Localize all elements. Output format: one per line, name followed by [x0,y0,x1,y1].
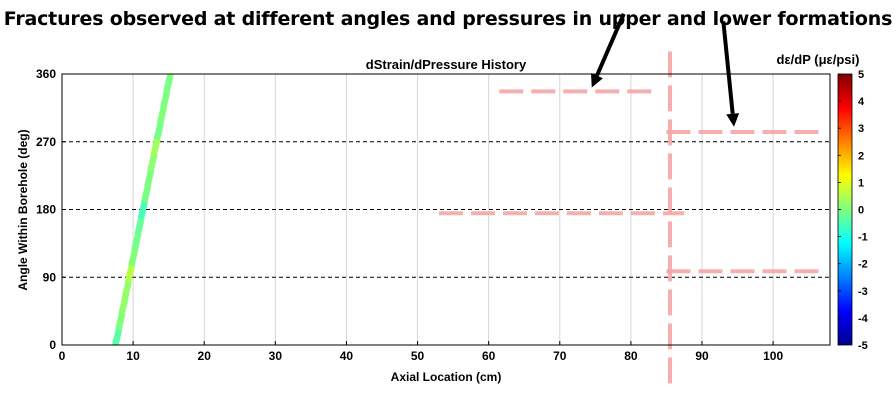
colorbar-tick-label: -1 [858,232,868,244]
strain-sample [131,232,142,251]
y-tick-label: 90 [43,270,57,284]
y-tick-label: 180 [36,203,56,217]
colorbar-tick-label: 3 [858,123,864,135]
colorbar-tick-label: 1 [858,177,864,189]
strain-sample [144,169,155,188]
strain-sample [115,312,126,330]
annotation-headline: Fractures observed at different angles a… [3,8,893,30]
x-tick-label: 0 [59,349,66,363]
x-tick-label: 40 [340,349,354,363]
strain-sample [118,296,129,315]
y-axis-label: Angle Within Borehole (deg) [16,129,30,290]
strain-sample [147,153,158,172]
x-tick-label: 100 [763,349,783,363]
x-tick-label: 10 [126,349,140,363]
x-tick-label: 20 [198,349,212,363]
strain-sample [112,327,123,345]
colorbar-tick-label: 5 [858,69,864,81]
strain-sample [160,90,171,109]
colorbar-tick-label: -2 [858,259,868,271]
x-axis-label: Axial Location (cm) [391,370,502,384]
y-tick-label: 360 [36,67,56,81]
colorbar-tick-label: 4 [858,96,865,108]
y-tick-label: 0 [49,338,56,352]
colorbar-tick-label: 0 [858,205,864,217]
colorbar-tick-label: -4 [858,313,869,325]
y-tick-label: 270 [36,135,56,149]
x-tick-label: 50 [411,349,425,363]
strain-sample [163,74,174,93]
strain-sample [156,106,168,125]
helix-segment [112,74,174,345]
x-tick-label: 70 [553,349,567,363]
strain-sample [153,122,164,140]
colorbar-tick-label: -3 [858,286,868,298]
strain-sample [166,74,174,78]
strain-sample [134,217,145,235]
strain-sample [124,264,136,283]
chart-title: dStrain/dPressure History [366,57,527,72]
strain-sample [121,280,132,299]
x-tick-label: 80 [624,349,638,363]
strain-sample [137,201,148,220]
annotation-arrow [590,12,626,88]
colorbar-tick-label: -5 [858,340,868,352]
x-tick-label: 60 [482,349,496,363]
strain-sample [150,137,161,156]
colorbar-tick-label: 2 [858,150,864,162]
strain-sample [140,185,152,204]
x-tick-label: 90 [695,349,709,363]
colorbar-label: dε/dP (με/psi) [777,52,860,67]
annotation-arrow [721,21,740,127]
x-tick-label: 30 [269,349,283,363]
strain-sample [128,248,139,267]
